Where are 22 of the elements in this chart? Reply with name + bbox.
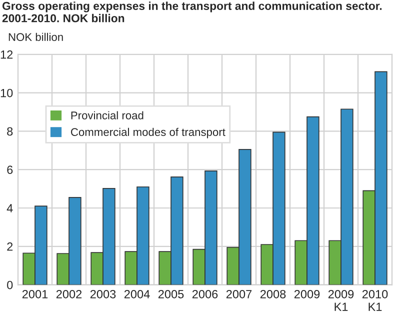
legend-label: Commercial modes of transport (71, 128, 226, 138)
x-tick-label: 2009 K1 (328, 290, 354, 311)
x-tick-label: 2002 (56, 290, 82, 298)
x-tick-label: 2001 (22, 290, 48, 298)
y-tick-label: 10 (0, 88, 13, 98)
chart-title: Gross operating expenses in the transport and communication sector. 2001-2010. NOK billion (2, 2, 382, 22)
y-tick-label: 2 (7, 242, 13, 251)
x-tick-label: 2003 (90, 290, 116, 298)
x-tick-label: 2005 (158, 290, 184, 298)
x-tick-label: 2009 (294, 290, 320, 298)
x-tick-label: 2006 (192, 290, 218, 298)
legend-label: Provincial road (71, 111, 144, 120)
x-tick-label: 2010 K1 (362, 290, 388, 311)
y-tick-label: 0 (7, 280, 13, 290)
y-tick-label: 4 (6, 204, 13, 212)
y-tick-label: 12 (0, 50, 13, 59)
x-tick-label: 2004 (124, 290, 150, 298)
x-tick-label: 2007 (226, 290, 252, 298)
y-tick-label: 6 (7, 166, 13, 174)
y-tick-label: 8 (7, 127, 13, 136)
y-axis-title: NOK billion (8, 32, 63, 42)
x-tick-label: 2008 (260, 290, 286, 298)
